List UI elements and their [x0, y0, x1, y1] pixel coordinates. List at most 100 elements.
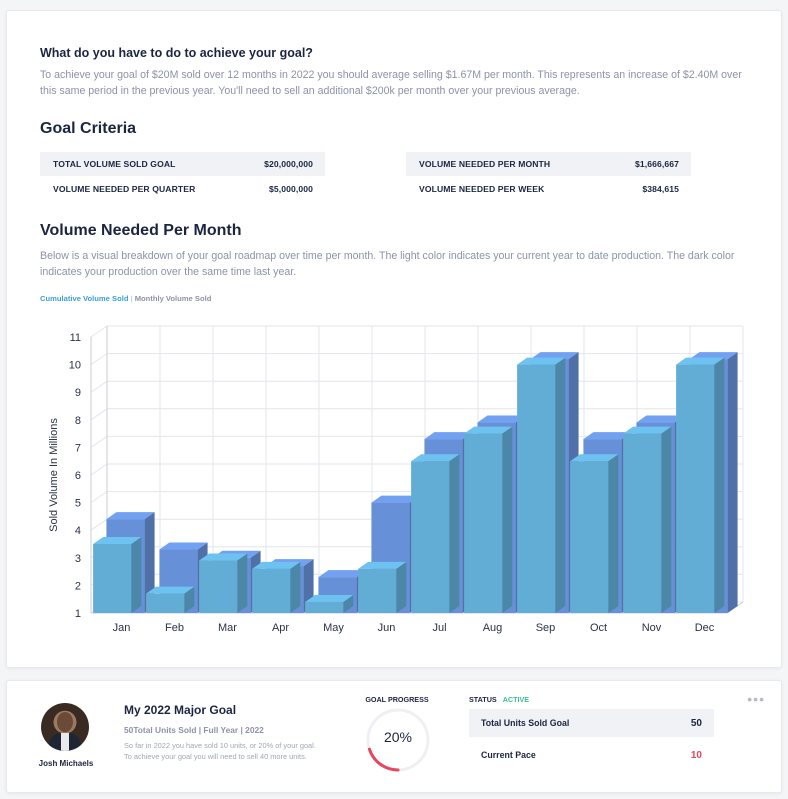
- gridline: [90, 435, 108, 448]
- x-tick-label: Dec: [695, 622, 715, 634]
- criteria-value: $384,615: [642, 184, 679, 194]
- bar-front-side: [184, 586, 195, 613]
- y-axis-label: Sold Volume In Millions: [48, 418, 60, 532]
- bar-front-top: [411, 454, 460, 462]
- bar-front-side: [237, 553, 248, 613]
- bar-front: [464, 433, 503, 613]
- status-badge: ACTIVE: [502, 695, 530, 704]
- major-goal-card: Josh Michaels My 2022 Major Goal 50Total…: [6, 680, 782, 793]
- y-tick-label: 9: [75, 387, 81, 399]
- bar-front-side: [131, 537, 142, 613]
- avatar: [41, 703, 89, 751]
- y-tick-label: 8: [75, 415, 81, 427]
- x-tick-label: Aug: [483, 622, 503, 634]
- goal-title: My 2022 Major Goal: [124, 703, 237, 717]
- progress-arc: [366, 708, 430, 772]
- bar-front: [305, 601, 344, 613]
- more-options-icon[interactable]: •••: [747, 691, 765, 707]
- criteria-label: VOLUME NEEDED PER WEEK: [419, 184, 545, 194]
- stat-label: Total Units Sold Goal: [481, 718, 570, 728]
- criteria-row-per-quarter: VOLUME NEEDED PER QUARTER $5,000,000: [40, 177, 325, 201]
- x-tick-label: Jun: [378, 622, 396, 634]
- y-tick-label: 5: [75, 498, 81, 510]
- criteria-row-per-month: VOLUME NEEDED PER MONTH $1,666,667: [406, 152, 691, 176]
- bar-front-side: [343, 594, 354, 613]
- status-label-text: STATUS: [469, 695, 497, 704]
- bar-front: [199, 560, 238, 613]
- goal-roadmap-card: What do you have to do to achieve your g…: [6, 10, 782, 668]
- bar-front: [676, 364, 715, 613]
- gridline: [90, 408, 108, 421]
- monthly-volume-toggle[interactable]: Monthly Volume Sold: [134, 294, 212, 303]
- gridline: [90, 463, 108, 476]
- bar-front-top: [146, 586, 195, 594]
- bar-front-side: [555, 357, 566, 613]
- x-tick-label: Apr: [272, 622, 289, 634]
- bar-front-side: [396, 561, 407, 613]
- bar-front-top: [570, 454, 619, 462]
- bar-back-top: [477, 415, 526, 423]
- bar-front-side: [714, 357, 725, 613]
- bar-back-top: [424, 432, 473, 440]
- bar-front-side: [502, 426, 513, 613]
- bar-front: [358, 568, 397, 613]
- current-pace-row: Current Pace 10: [469, 741, 714, 769]
- y-tick-label: 2: [75, 580, 81, 592]
- bar-back-top: [689, 352, 738, 360]
- bar-front: [570, 461, 609, 613]
- x-tick-label: Sep: [536, 622, 556, 634]
- y-tick-label: 7: [75, 442, 81, 454]
- bar-front-top: [358, 561, 407, 569]
- gridline: [90, 491, 108, 504]
- criteria-row-per-week: VOLUME NEEDED PER WEEK $384,615: [406, 177, 691, 201]
- roadmap-question: What do you have to do to achieve your g…: [40, 46, 313, 60]
- y-tick-label: 11: [70, 332, 81, 344]
- y-tick-label: 4: [75, 525, 81, 537]
- roadmap-paragraph: To achieve your goal of $20M sold over 1…: [40, 69, 742, 97]
- bar-back-side: [144, 512, 155, 613]
- bar-front-top: [93, 537, 142, 544]
- bar-front: [517, 364, 556, 613]
- chart-legend-toggle: Cumulative Volume Sold | Monthly Volume …: [40, 294, 211, 303]
- bar-back-side: [727, 352, 738, 613]
- y-tick-label: 1: [75, 608, 81, 620]
- bar-front-top: [252, 561, 301, 569]
- x-tick-label: Jul: [432, 622, 446, 634]
- gridline: [90, 380, 108, 393]
- bar-back-top: [318, 570, 367, 578]
- bar-front-top: [305, 594, 354, 602]
- x-tick-label: May: [323, 622, 344, 634]
- criteria-label: VOLUME NEEDED PER MONTH: [419, 159, 551, 169]
- bar-front-top: [464, 426, 513, 434]
- bar-front-side: [661, 426, 672, 613]
- gridline: [90, 353, 108, 366]
- criteria-value: $20,000,000: [264, 159, 313, 169]
- total-units-goal-row: Total Units Sold Goal 50: [469, 709, 714, 737]
- goal-progress-value: 20%: [383, 729, 413, 745]
- goal-progress-label: GOAL PROGRESS: [365, 695, 429, 704]
- criteria-value: $1,666,667: [634, 159, 679, 169]
- x-tick-label: Mar: [218, 622, 237, 634]
- bar-front: [252, 568, 291, 613]
- stat-value: 10: [690, 749, 702, 761]
- volume-section-title: Volume Needed Per Month: [40, 222, 242, 239]
- bar-front-side: [608, 454, 619, 613]
- goal-criteria-title: Goal Criteria: [40, 120, 137, 137]
- legend-separator: |: [130, 294, 133, 303]
- bar-front: [623, 433, 662, 613]
- criteria-row-total-goal: TOTAL VOLUME SOLD GOAL $20,000,000: [40, 152, 325, 176]
- goal-progress-ring: [366, 708, 430, 772]
- criteria-label: TOTAL VOLUME SOLD GOAL: [53, 159, 176, 169]
- bar-back-top: [159, 542, 208, 550]
- gridline: [90, 518, 108, 531]
- bar-back-top: [530, 352, 579, 360]
- x-tick-label: Feb: [165, 622, 184, 634]
- y-tick-label: 3: [75, 553, 81, 565]
- y-tick-label: 10: [69, 360, 81, 372]
- bar-front: [411, 461, 450, 613]
- bar-front-top: [199, 553, 248, 561]
- bar-front: [93, 544, 132, 613]
- bar-front-side: [449, 454, 460, 613]
- cumulative-volume-toggle[interactable]: Cumulative Volume Sold: [40, 294, 129, 303]
- bar-back-top: [583, 432, 632, 440]
